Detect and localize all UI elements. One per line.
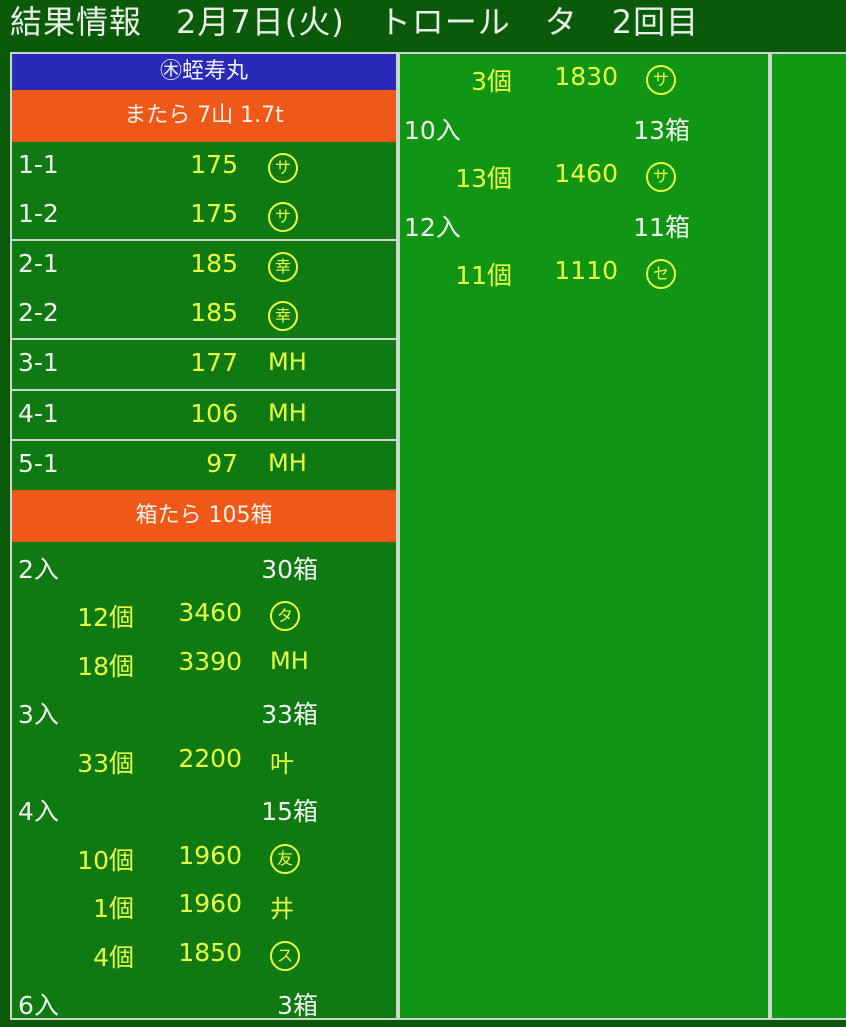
price: 1960 <box>178 889 242 918</box>
lot-number: 2-1 <box>18 249 59 278</box>
buyer-mark: ス <box>270 940 300 971</box>
quantity: 12個 <box>77 603 134 632</box>
buyer-mark: 幸 <box>268 252 298 282</box>
price: 1110 <box>554 256 618 285</box>
price: 1460 <box>554 159 618 188</box>
lot-row: 2-2 185 幸 <box>12 290 396 340</box>
pack-count: 12入 <box>404 212 461 242</box>
right-panel <box>770 52 846 1020</box>
item-row: 33個 2200 叶 <box>12 736 396 785</box>
group-row: 6入 3箱 <box>12 978 396 1027</box>
title: 結果情報 <box>10 3 143 41</box>
section1-header: またら 7山 1.7t <box>12 90 396 142</box>
quantity: 4個 <box>93 942 134 972</box>
price: 175 <box>190 198 238 228</box>
quantity: 13個 <box>455 164 512 193</box>
lot-row: 1-2 175 サ <box>12 191 396 241</box>
lot-row: 5-1 97 MH <box>12 441 396 490</box>
item-row: 3個 1830 サ <box>400 54 768 103</box>
lot-row: 1-1 175 サ <box>12 142 396 191</box>
quantity: 1個 <box>93 894 134 923</box>
lot-number: 5-1 <box>18 449 59 478</box>
header-title-bar: 結果情報 2月7日(火) トロールタ 2回目 <box>10 0 846 50</box>
lot-row: 2-1 185 幸 <box>12 241 396 290</box>
box-count: 13箱 <box>633 115 690 145</box>
quantity: 11個 <box>455 261 512 290</box>
buyer-mark: MH <box>270 646 309 675</box>
item-row: 10個 1960 友 <box>12 833 396 882</box>
date: 2月7日(火) <box>176 3 345 41</box>
price: 97 <box>206 449 238 478</box>
quantity: 10個 <box>77 845 134 875</box>
buyer-mark: 叶 <box>270 749 294 778</box>
price: 3390 <box>178 646 242 676</box>
price: 177 <box>190 348 238 377</box>
buyer-mark: MH <box>268 398 307 427</box>
price: 175 <box>190 150 238 179</box>
pack-count: 10入 <box>404 115 461 145</box>
quantity: 18個 <box>77 651 134 681</box>
lot-number: 3-1 <box>18 348 59 377</box>
item-row: 1個 1960 井 <box>12 881 396 930</box>
buyer-mark: MH <box>268 449 307 477</box>
box-count: 11箱 <box>633 212 690 242</box>
lot-number: 2-2 <box>18 297 59 327</box>
buyer-mark: MH <box>268 348 307 376</box>
group-row: 12入 11箱 <box>400 200 768 249</box>
item-row: 4個 1850 ス <box>12 930 396 979</box>
box-count: 33箱 <box>261 700 318 729</box>
box-count: 15箱 <box>261 797 318 826</box>
buyer-mark: タ <box>270 601 300 631</box>
buyer-mark: 友 <box>270 843 300 874</box>
item-row: 13個 1460 サ <box>400 151 768 200</box>
buyer-mark: サ <box>646 162 676 192</box>
group-row: 2入 30箱 <box>12 542 396 591</box>
group-row: 10入 13箱 <box>400 103 768 152</box>
price: 3460 <box>178 598 242 627</box>
box-count: 3箱 <box>277 991 318 1020</box>
price: 1830 <box>554 62 618 91</box>
session: タ <box>544 3 578 41</box>
buyer-mark: サ <box>268 153 298 183</box>
pack-count: 3入 <box>18 700 59 729</box>
buyer-mark: セ <box>646 259 676 289</box>
lot-row: 3-1 177 MH <box>12 340 396 391</box>
pack-count: 2入 <box>18 554 59 584</box>
box-count: 30箱 <box>261 554 318 584</box>
buyer-mark: サ <box>268 201 298 232</box>
price: 185 <box>190 249 238 278</box>
pack-count: 6入 <box>18 991 59 1020</box>
item-row: 18個 3390 MH <box>12 639 396 688</box>
lot-number: 1-1 <box>18 150 59 179</box>
price: 1850 <box>178 937 242 967</box>
lot-number: 1-2 <box>18 198 59 228</box>
quantity: 33個 <box>77 748 134 778</box>
vessel-name: ㊍蛭寿丸 <box>12 54 396 90</box>
lot-row: 4-1 106 MH <box>12 391 396 441</box>
lot-number: 4-1 <box>18 398 59 428</box>
left-panel: ㊍蛭寿丸 またら 7山 1.7t 1-1 175 サ 1-2 175 サ 2-1 185 幸 2-… <box>10 52 398 1020</box>
middle-panel: 3個 1830 サ 10入 13箱 13個 1460 サ 12入 11箱 11個 1110 セ <box>398 52 770 1020</box>
price: 185 <box>190 297 238 327</box>
price: 1960 <box>178 840 242 870</box>
quantity: 3個 <box>471 67 512 96</box>
group-row: 3入 33箱 <box>12 687 396 736</box>
section2-header: 箱たら 105箱 <box>12 489 396 542</box>
group-row: 4入 15箱 <box>12 784 396 833</box>
item-row: 11個 1110 セ <box>400 248 768 297</box>
price: 106 <box>190 398 238 428</box>
buyer-mark: サ <box>646 65 676 95</box>
price: 2200 <box>178 743 242 773</box>
buyer-mark: 井 <box>270 895 294 923</box>
buyer-mark: 幸 <box>268 300 298 331</box>
round: 2回目 <box>611 3 700 41</box>
method: トロール <box>378 3 511 41</box>
pack-count: 4入 <box>18 797 59 826</box>
item-row: 12個 3460 タ <box>12 590 396 639</box>
